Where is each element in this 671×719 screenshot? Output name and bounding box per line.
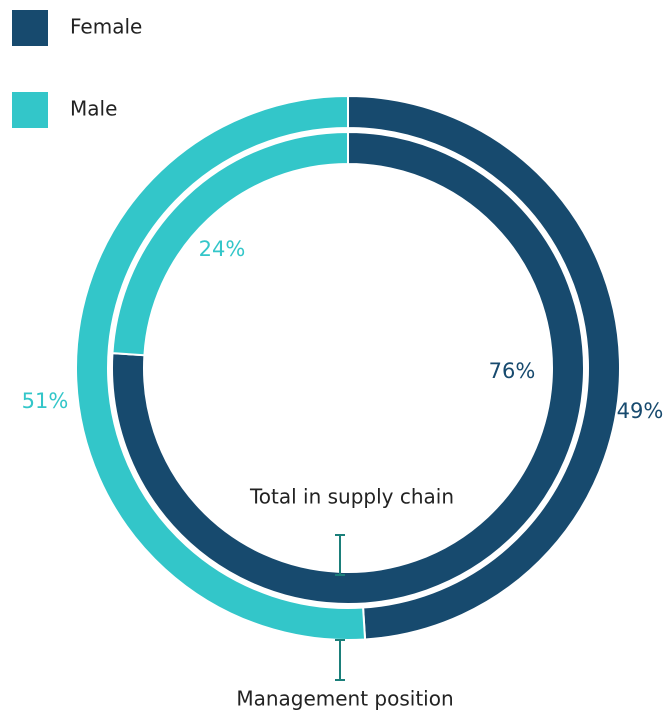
legend-swatch [12,92,48,128]
value-label: 24% [199,237,246,261]
donut-segment [111,130,585,605]
donut-segment [75,94,367,641]
value-label: 49% [617,399,664,423]
legend-swatch [12,10,48,46]
value-label: 51% [22,389,69,413]
legend-label: Female [70,15,142,39]
ring-label: Total in supply chain [249,485,454,509]
donut-segment [111,130,349,357]
ring-label: Management position [236,687,453,711]
value-label: 76% [489,359,536,383]
legend-label: Male [70,97,117,121]
